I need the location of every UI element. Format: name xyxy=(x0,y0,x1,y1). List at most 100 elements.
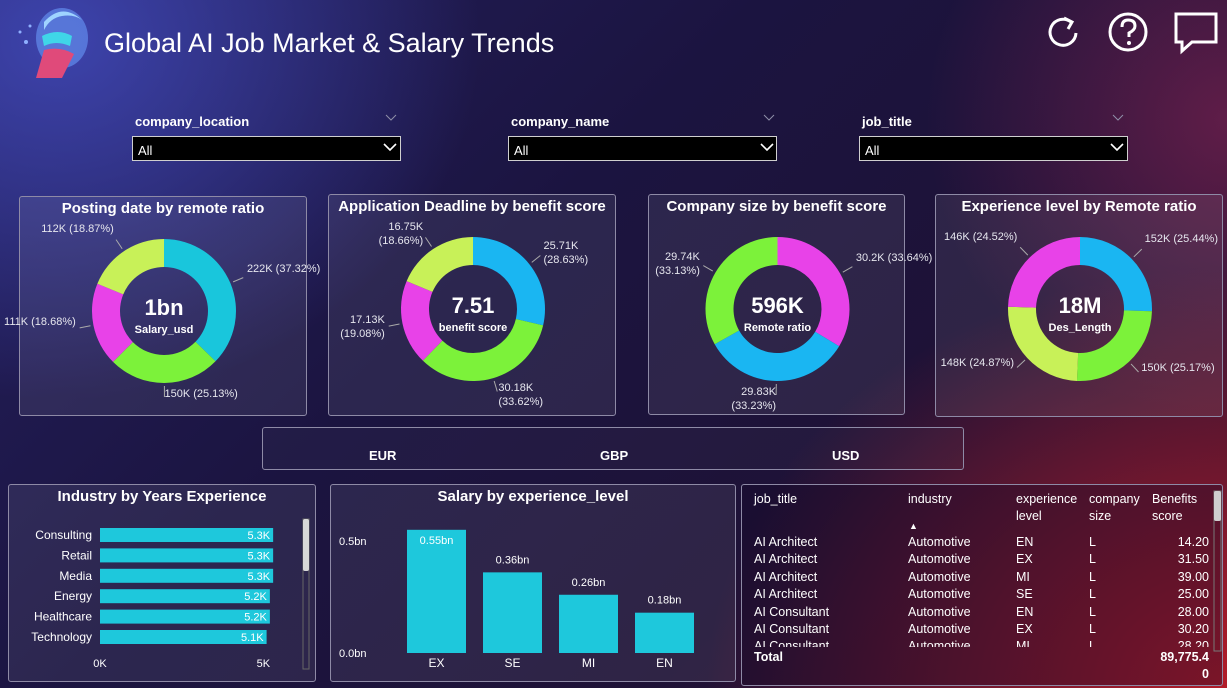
table-cell: 31.50 xyxy=(1177,552,1209,567)
table-cell: AI Architect xyxy=(754,535,818,549)
leader-line xyxy=(842,266,853,273)
donut-panel: Posting date by remote ratio 1bn Salary_u… xyxy=(4,196,320,416)
chart-title: Industry by Years Experience xyxy=(57,488,267,505)
center-value: 7.51 xyxy=(452,293,495,318)
total-label: Total xyxy=(754,650,783,664)
filter-label: job_title xyxy=(862,114,912,129)
center-value: 1bn xyxy=(144,295,183,320)
donut-slice xyxy=(473,237,546,326)
currency-option[interactable]: EUR xyxy=(369,448,397,463)
data-label: 111K (18.68%) xyxy=(4,315,76,328)
data-label: 29.83K (33.23%) xyxy=(731,385,777,412)
x-tick-label: EX xyxy=(428,656,444,670)
data-label: 222K (37.32%) xyxy=(246,263,321,276)
table-cell: EN xyxy=(1016,604,1034,619)
bar xyxy=(100,630,267,644)
currency-option[interactable]: USD xyxy=(832,448,860,463)
table-cell: Automotive xyxy=(908,622,971,636)
donut-chart: 1bn Salary_usd xyxy=(79,239,244,398)
table-cell: AI Consultant xyxy=(754,604,830,619)
donut-panel: Application Deadline by benefit score 7.… xyxy=(328,194,616,416)
x-tick-label: SE xyxy=(504,656,520,670)
donut-chart: 18M Des_Length xyxy=(1008,237,1152,382)
center-value: 596K xyxy=(751,293,804,318)
donut-slice xyxy=(1076,310,1152,382)
donut-chart: 596K Remote ratio xyxy=(703,237,853,395)
table-panel: job_title industry experience level company… xyxy=(741,484,1223,686)
donut-panel: Experience level by Remote ratio 18M Des_… xyxy=(935,194,1223,417)
column-header: company size xyxy=(1089,492,1140,523)
table-cell: AI Architect xyxy=(754,552,818,567)
logo xyxy=(18,8,88,78)
column-header: Benefits score xyxy=(1152,492,1198,523)
x-tick-label: 0K xyxy=(93,658,107,670)
total-value: 89,775.4 xyxy=(1160,650,1209,664)
table-cell: Automotive xyxy=(908,552,971,567)
data-label: 17.13K (19.08%) xyxy=(340,313,385,340)
center-label: Salary_usd xyxy=(135,324,194,336)
donut-slice xyxy=(777,237,850,347)
sort-indicator[interactable]: ▲ xyxy=(909,521,918,531)
donut-slice xyxy=(1008,237,1080,308)
scrollbar-thumb[interactable] xyxy=(1214,491,1221,521)
category-label: Retail xyxy=(61,548,92,562)
table-cell: EX xyxy=(1016,622,1033,636)
value-label: 5.3K xyxy=(247,550,270,562)
comment-icon[interactable] xyxy=(1174,12,1218,55)
y-tick-label: 0.0bn xyxy=(339,648,367,660)
table-cell: L xyxy=(1089,604,1096,619)
center-value: 18M xyxy=(1059,293,1102,318)
leader-line xyxy=(1019,246,1029,256)
data-label: 152K (25.44%) xyxy=(1144,233,1219,246)
scrollbar-thumb[interactable] xyxy=(303,519,309,571)
value-label: 5.2K xyxy=(244,591,267,603)
leader-line xyxy=(531,255,541,263)
leader-line xyxy=(493,380,498,392)
table-cell: 25.00 xyxy=(1177,587,1209,602)
value-label: 0.55bn xyxy=(420,535,454,547)
table-cell: L xyxy=(1089,587,1096,602)
center-label: benefit score xyxy=(439,322,507,334)
data-label: 25.71K (28.63%) xyxy=(543,240,589,267)
value-label: 0.18bn xyxy=(648,595,682,607)
table-cell: AI Architect xyxy=(754,587,818,602)
value-label: 5.1K xyxy=(241,632,264,644)
table-cell: EX xyxy=(1016,552,1033,567)
bar-chart: Consulting 5.3K Retail 5.3K Media 5.3K Energy 5… xyxy=(31,518,310,670)
donut-slice xyxy=(1080,237,1152,312)
table-cell: AI Consultant xyxy=(754,639,830,647)
refresh-icon[interactable] xyxy=(1048,16,1078,47)
value-label: 0.26bn xyxy=(572,577,606,589)
table-cell: 28.20 xyxy=(1177,639,1209,647)
currency-option[interactable]: GBP xyxy=(600,448,629,463)
data-label: 150K (25.17%) xyxy=(1141,361,1215,374)
table-cell: 39.00 xyxy=(1177,569,1209,584)
leader-line xyxy=(1133,248,1143,258)
table-cell: L xyxy=(1089,535,1096,549)
table-cell: L xyxy=(1089,622,1096,636)
total-value: 0 xyxy=(1202,667,1209,681)
table-cell: MI xyxy=(1016,569,1030,584)
value-label: 5.2K xyxy=(244,612,267,624)
leader-line xyxy=(425,237,432,247)
data-label: 29.74K (33.13%) xyxy=(655,250,700,277)
table-cell: Automotive xyxy=(908,535,971,549)
data-label: 146K (24.52%) xyxy=(943,231,1018,244)
table-body: AI Architect Automotive EN L 14.20 AI Archite… xyxy=(742,533,1224,647)
bar xyxy=(100,528,274,542)
filter-dropdown[interactable]: All xyxy=(859,136,1128,161)
bar xyxy=(100,589,270,604)
table-header: job_title industry experience level company… xyxy=(742,491,1224,535)
data-label: 148K (24.87%) xyxy=(940,357,1015,370)
donut-slice xyxy=(91,283,133,362)
filter-dropdown[interactable]: All xyxy=(508,136,777,161)
bar xyxy=(100,548,274,563)
chart-title: Posting date by remote ratio xyxy=(61,200,265,217)
value-label: 5.3K xyxy=(247,530,270,542)
filter-dropdown[interactable]: All xyxy=(132,136,401,161)
data-label: 30.18K (33.62%) xyxy=(498,382,544,409)
filter-value: All xyxy=(514,143,529,158)
help-icon[interactable] xyxy=(1108,12,1148,52)
donut-chart: 7.51 benefit score xyxy=(388,237,546,392)
